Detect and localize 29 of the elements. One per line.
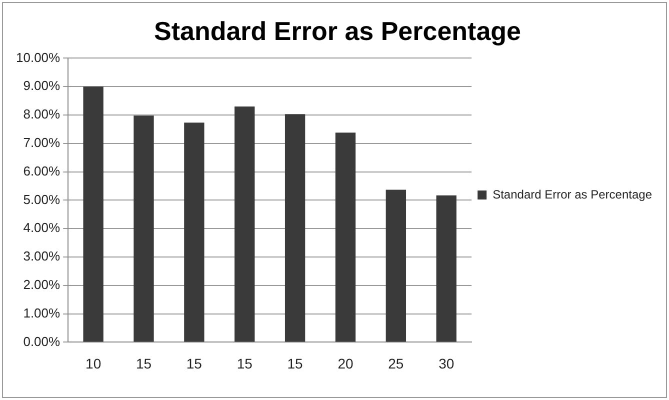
y-tick-label: 10.00% bbox=[16, 50, 61, 65]
x-tick-label: 15 bbox=[136, 355, 152, 372]
bar bbox=[386, 190, 406, 342]
y-tick-label: 3.00% bbox=[23, 248, 61, 264]
y-tick-label: 5.00% bbox=[23, 192, 61, 207]
y-tick-label: 1.00% bbox=[23, 305, 61, 320]
y-tick-label: 9.00% bbox=[23, 78, 61, 94]
x-tick-label: 15 bbox=[186, 355, 202, 372]
bar bbox=[184, 122, 204, 342]
y-tick-label: 2.00% bbox=[23, 276, 61, 292]
x-tick-label: 30 bbox=[438, 355, 454, 372]
bar bbox=[234, 106, 255, 342]
legend-label: Standard Error as Percentage bbox=[492, 187, 652, 202]
y-tick-label: 7.00% bbox=[23, 134, 61, 150]
y-tick-label: 8.00% bbox=[23, 106, 61, 122]
chart-title: Standard Error as Percentage bbox=[154, 16, 522, 46]
bar bbox=[284, 114, 306, 342]
bar bbox=[335, 132, 356, 342]
x-tick-label: 10 bbox=[86, 355, 102, 372]
x-tick-label: 25 bbox=[388, 355, 404, 372]
x-tick-label: 15 bbox=[287, 355, 304, 372]
x-tick-label: 15 bbox=[236, 355, 253, 372]
x-tick-label: 20 bbox=[338, 355, 354, 372]
bar bbox=[83, 86, 104, 342]
bar bbox=[436, 195, 456, 342]
y-tick-label: 0.00% bbox=[23, 334, 61, 349]
bar bbox=[134, 116, 154, 342]
y-tick-label: 6.00% bbox=[23, 163, 61, 178]
y-tick-label: 4.00% bbox=[23, 220, 61, 236]
